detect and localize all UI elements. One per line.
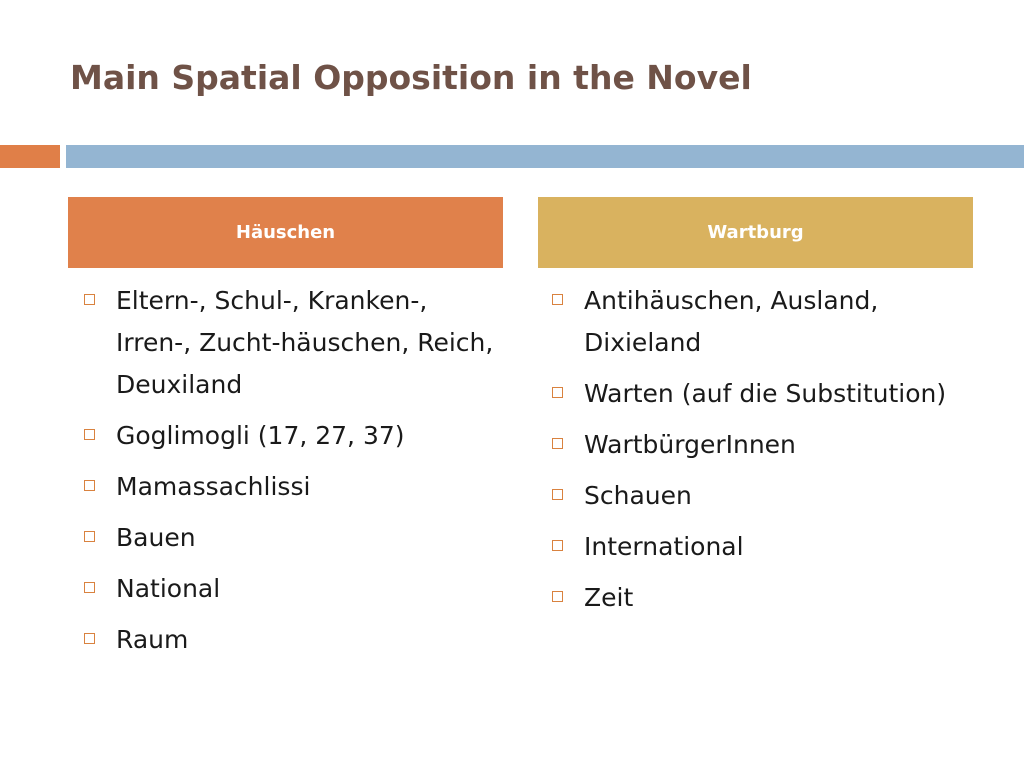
list-item-text: Schauen xyxy=(584,481,692,510)
square-bullet-icon xyxy=(84,633,95,644)
list-item-text: Raum xyxy=(116,625,189,654)
column-header-right: Wartburg xyxy=(538,197,973,268)
list-item: Goglimogli (17, 27, 37) xyxy=(78,415,498,457)
list-item: Warten (auf die Substitution) xyxy=(546,373,966,415)
slide-title: Main Spatial Opposition in the Novel xyxy=(70,58,752,97)
right-bullet-list: Antihäuschen, Ausland, Dixieland Warten … xyxy=(546,280,966,628)
title-accent-bar-orange xyxy=(0,145,60,168)
square-bullet-icon xyxy=(84,582,95,593)
column-header-left-label: Häuschen xyxy=(235,222,336,243)
list-item-text: Warten (auf die Substitution) xyxy=(584,379,947,408)
list-item: Bauen xyxy=(78,517,498,559)
list-item-text: Goglimogli (17, 27, 37) xyxy=(116,421,405,450)
square-bullet-icon xyxy=(552,438,563,449)
list-item-text: National xyxy=(116,574,221,603)
square-bullet-icon xyxy=(84,429,95,440)
title-accent-bar-blue xyxy=(66,145,1024,168)
column-header-left: Häuschen xyxy=(68,197,503,268)
list-item-text: Mamassachlissi xyxy=(116,472,311,501)
list-item: WartbürgerInnen xyxy=(546,424,966,466)
square-bullet-icon xyxy=(552,489,563,500)
list-item: Eltern-, Schul-, Kranken-, Irren-, Zucht… xyxy=(78,280,498,406)
list-item: Zeit xyxy=(546,577,966,619)
square-bullet-icon xyxy=(552,294,563,305)
square-bullet-icon xyxy=(84,531,95,542)
list-item-text: WartbürgerInnen xyxy=(584,430,796,459)
list-item: Antihäuschen, Ausland, Dixieland xyxy=(546,280,966,364)
square-bullet-icon xyxy=(552,387,563,398)
square-bullet-icon xyxy=(84,480,95,491)
list-item: Schauen xyxy=(546,475,966,517)
column-header-right-label: Wartburg xyxy=(707,222,804,243)
square-bullet-icon xyxy=(84,294,95,305)
square-bullet-icon xyxy=(552,591,563,602)
list-item: International xyxy=(546,526,966,568)
list-item-text: Zeit xyxy=(584,583,634,612)
list-item-text: International xyxy=(584,532,744,561)
square-bullet-icon xyxy=(552,540,563,551)
list-item-text: Eltern-, Schul-, Kranken-, Irren-, Zucht… xyxy=(116,286,494,399)
list-item: Mamassachlissi xyxy=(78,466,498,508)
list-item: Raum xyxy=(78,619,498,661)
list-item: National xyxy=(78,568,498,610)
list-item-text: Antihäuschen, Ausland, Dixieland xyxy=(584,286,879,357)
left-bullet-list: Eltern-, Schul-, Kranken-, Irren-, Zucht… xyxy=(78,280,498,670)
list-item-text: Bauen xyxy=(116,523,196,552)
